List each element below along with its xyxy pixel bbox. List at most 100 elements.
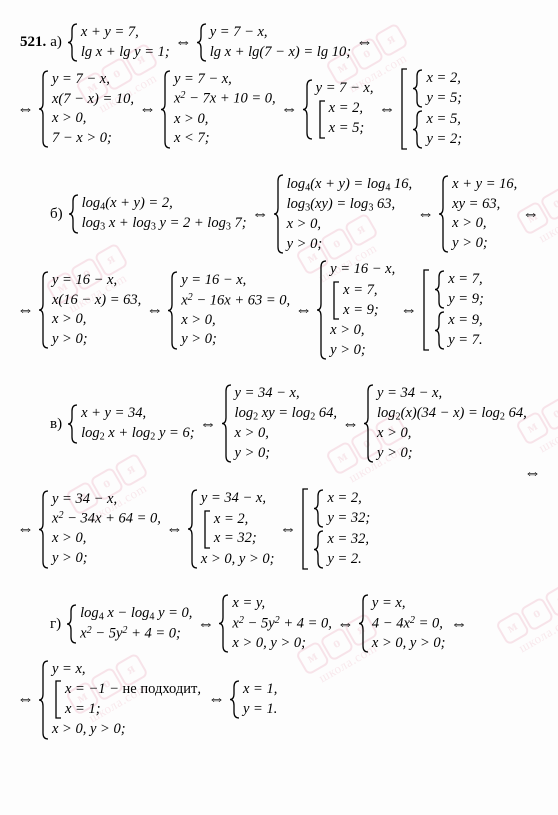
equiv-arrow: ⇔: [450, 615, 467, 634]
equiv-arrow: ⇔: [175, 33, 192, 52]
math-line: x > 0, y > 0;: [232, 634, 332, 654]
union-bracket: x = 2,y = 32; x = 32,y = 2.: [301, 488, 372, 570]
math-line: x = 9;: [343, 301, 379, 321]
math-line: x > 0,: [174, 110, 276, 130]
system-brace: x = 32,y = 2.: [314, 530, 369, 569]
math-line: x > 0,: [235, 424, 337, 444]
math-line: y = 32;: [327, 509, 370, 529]
equiv-arrow: ⇔: [200, 415, 217, 434]
equiv-arrow: ⇔: [17, 301, 34, 320]
math-line: y > 0;: [330, 341, 395, 361]
system-brace: x + y = 34,log2 x + log2 y = 6;: [68, 404, 194, 444]
math-line: y = 7 − x,: [174, 70, 276, 90]
math-line: y = 1.: [243, 700, 277, 720]
math-line: log3(xy) = log3 63,: [287, 195, 413, 215]
math-line: y = 2.: [327, 550, 369, 570]
equiv-arrow: ⇔: [146, 301, 163, 320]
system-brace: log4 x − log4 y = 0,x2 − 5y2 + 4 = 0;: [67, 604, 192, 644]
math-line: x2 − 5y2 + 4 = 0;: [80, 624, 192, 644]
math-line: xy = 63,: [452, 195, 517, 215]
system-brace: x = 1,y = 1.: [230, 680, 277, 719]
problem-number: 521.: [20, 34, 46, 51]
math-line: log2 xy = log2 64,: [235, 404, 337, 424]
system-brace: y = 16 − x,x2 − 16x + 63 = 0,x > 0,y > 0…: [168, 271, 290, 350]
math-line: y = 9;: [448, 290, 484, 310]
equiv-arrow: ⇔: [522, 205, 539, 224]
system-brace: y = 34 − x, x = 2,x = 32;x > 0, y > 0;: [188, 489, 275, 569]
math-line: x(7 − x) = 10,: [52, 90, 134, 110]
math-line: log4 x − log4 y = 0,: [80, 604, 192, 624]
math-line: x + y = 34,: [81, 404, 194, 424]
system-brace: x = 9,y = 7.: [435, 311, 482, 350]
system-brace: y = 34 − x,x2 − 34x + 64 = 0,x > 0,y > 0…: [39, 490, 161, 569]
equiv-arrow: ⇔: [337, 615, 354, 634]
part-label: а): [50, 34, 62, 51]
math-line: x > 0,: [52, 109, 134, 129]
union-bracket: x = 7,y = 9; x = 9,y = 7.: [422, 269, 486, 351]
math-line: x + y = 7,: [81, 23, 170, 43]
math-line: y > 0;: [52, 330, 141, 350]
math-line: x = 32,: [327, 530, 369, 550]
equiv-arrow: ⇔: [166, 520, 183, 539]
equiv-arrow: ⇔: [17, 520, 34, 539]
system-brace: y = 34 − x,log2 xy = log2 64,x > 0,y > 0…: [222, 384, 337, 463]
equiv-arrow: ⇔: [378, 100, 395, 119]
math-line: log2(x)(34 − x) = log2 64,: [377, 404, 527, 424]
union-bracket: x = −1 − не подходит,x = 1;: [54, 680, 201, 719]
math-line: x = 5,: [426, 110, 462, 130]
math-line: x = 1;: [65, 700, 201, 720]
math-line: y = x,: [52, 660, 203, 680]
union-bracket: x = 7,x = 9;: [332, 281, 379, 320]
math-line: x = 1,: [243, 680, 277, 700]
math-line: x = 9,: [448, 311, 482, 331]
math-line: y > 0;: [235, 444, 337, 464]
system-brace: y = 16 − x, x = 7,x = 9;x > 0,y > 0;: [317, 260, 395, 360]
system-brace: y = 7 − x,x(7 − x) = 10,x > 0,7 − x > 0;: [39, 70, 134, 148]
union-bracket: x = 2,x = 32;: [203, 510, 257, 549]
math-line: y = 34 − x,: [201, 489, 275, 509]
math-line: y = 16 − x,: [52, 271, 141, 291]
equiv-arrow: ⇔: [342, 415, 359, 434]
math-line: y > 0;: [52, 549, 161, 569]
equiv-arrow: ⇔: [524, 464, 541, 483]
math-line: x > 0,: [287, 215, 413, 235]
system-brace: y = 16 − x,x(16 − x) = 63,x > 0,y > 0;: [39, 271, 141, 349]
math-line: y > 0;: [287, 235, 413, 255]
system-brace: y = 34 − x,log2(x)(34 − x) = log2 64,x >…: [364, 384, 527, 463]
math-line: y = 7 − x,: [52, 70, 134, 90]
system-brace: x = 2,y = 5;: [413, 69, 462, 108]
union-bracket: x = 2,x = 5;: [318, 99, 365, 138]
math-line: x2 − 16x + 63 = 0,: [181, 291, 290, 311]
math-line: x > 0,: [452, 214, 517, 234]
math-line: x = y,: [232, 594, 332, 614]
math-line: x > 0, y > 0;: [372, 634, 446, 654]
math-line: 7 − x > 0;: [52, 129, 134, 149]
part-label: г): [50, 616, 61, 633]
system-brace: y = 7 − x,lg x + lg(7 − x) = lg 10;: [197, 23, 351, 62]
math-line: x = 32;: [214, 529, 257, 549]
math-line: x > 0,: [181, 311, 290, 331]
math-line: y = 5;: [426, 89, 462, 109]
math-line: log4(x + y) = log4 16,: [287, 175, 413, 195]
system-brace: log4(x + y) = 2,log3 x + log3 y = 2 + lo…: [69, 194, 247, 234]
math-line: y > 0;: [377, 444, 527, 464]
math-line: lg x + lg(7 − x) = lg 10;: [210, 43, 351, 63]
math-line: y = 7 − x,: [316, 79, 374, 99]
math-line: y = 34 − x,: [52, 490, 161, 510]
equiv-arrow: ⇔: [197, 615, 214, 634]
math-line: y = 16 − x,: [330, 260, 395, 280]
equiv-arrow: ⇔: [281, 100, 298, 119]
math-line: x > 0,: [377, 424, 527, 444]
math-line: log2 x + log2 y = 6;: [81, 424, 194, 444]
math-line: x2 − 5y2 + 4 = 0,: [232, 614, 332, 634]
math-line: x > 0, y > 0;: [201, 550, 275, 570]
math-line: x = 2,: [329, 99, 365, 119]
math-line: x > 0,: [330, 321, 395, 341]
system-brace: x = y,x2 − 5y2 + 4 = 0,x > 0, y > 0;: [219, 594, 332, 653]
part-label: в): [50, 416, 62, 433]
math-line: y = 7 − x,: [210, 23, 351, 43]
equiv-arrow: ⇔: [139, 100, 156, 119]
math-line: x > 0,: [52, 310, 141, 330]
equiv-arrow: ⇔: [208, 690, 225, 709]
union-bracket: x = 2,y = 5; x = 5,y = 2;: [400, 68, 464, 150]
